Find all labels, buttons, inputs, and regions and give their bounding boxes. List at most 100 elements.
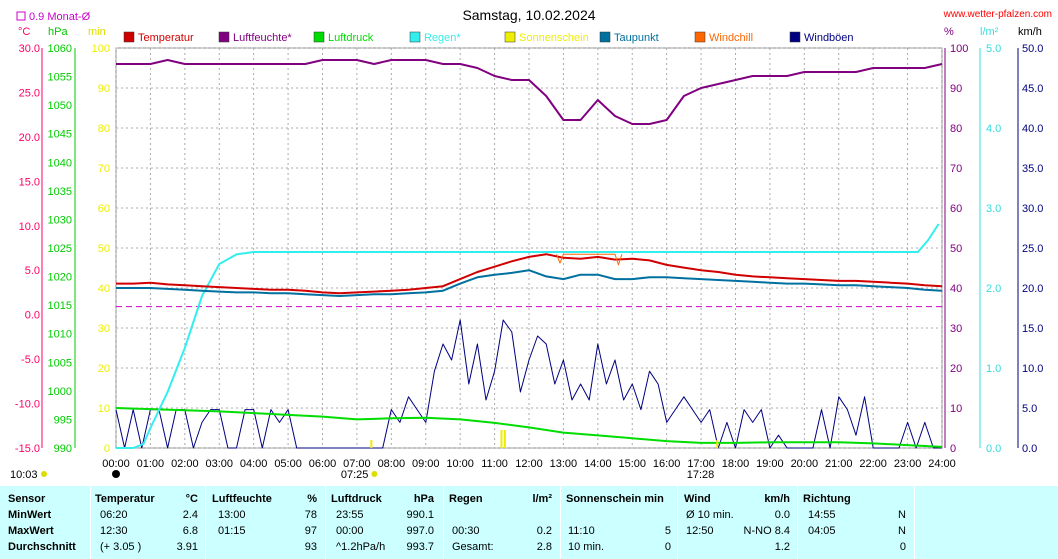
stats-cell: N [898,525,906,537]
legend-swatch [504,31,516,43]
pressure-tick: 1045 [48,129,72,141]
humidity-tick: 40 [950,283,962,295]
sun-tick: 100 [92,43,110,55]
temp-tick: 15.0 [19,176,40,188]
sun-tick: 0 [104,443,110,455]
stats-cell: MaxWert [8,525,54,537]
legend-label: Regen* [424,32,461,44]
stats-cell: 0 [899,541,906,553]
legend-label: Sonnenschein [519,32,589,44]
temp-tick: -15.0 [15,443,40,455]
rain-tick: 1.0 [986,363,1001,375]
x-tick-label: 00:00 [102,458,130,470]
temp-tick: 20.0 [19,132,40,144]
pressure-tick: 1015 [48,300,72,312]
temp-tick: -10.0 [15,399,40,411]
pressure-tick: 1050 [48,100,72,112]
sun-tick: 10 [98,403,110,415]
legend-swatch [694,31,706,43]
monthly-average-label: 0.9 Monat-Ø [29,11,91,23]
x-tick-label: 06:00 [309,458,337,470]
pressure-tick: 1030 [48,214,72,226]
legend-label: Windböen [804,32,854,44]
wind-tick: 10.0 [1022,363,1043,375]
wind-tick: 30.0 [1022,203,1043,215]
stats-cell: 990.1 [406,509,434,521]
chart-labels-layer: Samstag, 10.02.2024 www.wetter-pfalzen.co… [10,7,1052,481]
stats-cell: 14:55 [808,509,836,521]
humidity-tick: 80 [950,123,962,135]
humidity-tick: 60 [950,203,962,215]
stats-cell: 23:55 [336,509,364,521]
wind-tick: 25.0 [1022,243,1043,255]
x-tick-label: 07:00 [343,458,371,470]
sunshine-bar [500,430,503,448]
stats-cell: Temperatur [95,493,155,505]
temp-tick: 10.0 [19,221,40,233]
humidity-tick: 0 [950,443,956,455]
stats-cell: 13:00 [218,509,246,521]
wind-tick: 45.0 [1022,83,1043,95]
stats-cell: % [307,493,317,505]
x-tick-label: 14:00 [584,458,612,470]
pressure-tick: 995 [54,414,72,426]
sun-tick: 20 [98,363,110,375]
stats-cell: Durchschnitt [8,541,76,553]
series-line-taupunkt [116,269,943,297]
x-tick-label: 21:00 [825,458,853,470]
legend-swatch [313,31,325,43]
x-tick-label: 05:00 [274,458,302,470]
series-line-windchill [556,253,623,266]
pressure-tick: 1025 [48,243,72,255]
chart-series-layer [115,59,943,449]
humidity-tick: 50 [950,243,962,255]
temp-tick: -5.0 [21,354,40,366]
stats-cell: 993.7 [406,541,434,553]
stats-cell: 3.91 [176,541,198,553]
x-tick-label: 23:00 [894,458,922,470]
stats-separator [677,486,678,559]
legend-label: Luftdruck [328,32,374,44]
pressure-tick: 1000 [48,386,72,398]
legend-label: Luftfeuchte* [233,32,292,44]
stats-cell: N-NO 8.4 [743,525,790,537]
sunshine-bar [503,430,506,448]
chart-axes-layer: 30.0 25.0 20.0 15.0 10.0 5.0 0.0 -5.0 -10.0 -15.0… [15,43,1044,470]
humidity-tick: 100 [950,43,968,55]
wind-unit-label: km/h [1018,26,1042,38]
stats-cell: MinWert [8,509,52,521]
stats-cell: 1.2 [774,541,790,553]
stats-cell: 10 min. [568,541,605,553]
x-tick-label: 03:00 [205,458,233,470]
stats-cell: km/h [764,493,790,505]
stats-cell: l/m² [532,493,552,505]
x-tick-label: 16:00 [653,458,681,470]
x-tick-label: 12:00 [515,458,543,470]
sun-tick: 80 [98,123,110,135]
rain-unit-label: l/m² [980,26,999,38]
stats-separator [914,486,915,559]
sun-tick: 30 [98,323,110,335]
stats-cell: 997.0 [406,525,434,537]
stats-cell: 2.4 [182,509,198,521]
sunrise-icon [371,471,378,477]
legend-swatch [599,31,611,43]
series-line-windben [115,319,942,449]
stats-separator [205,486,206,559]
daylength-sun-icon [41,471,47,477]
x-tick-label: 19:00 [756,458,784,470]
wind-tick: 50.0 [1022,43,1043,55]
wind-tick: 20.0 [1022,283,1043,295]
stats-cell: Luftdruck [331,493,382,505]
stats-cell: 6.8 [182,525,198,537]
stats-cell: 12:50 [686,525,714,537]
legend-swatch [409,31,421,43]
x-tick-label: 18:00 [722,458,750,470]
pressure-tick: 1060 [48,43,72,55]
stats-cell: 04:05 [808,525,836,537]
pressure-tick: 1040 [48,157,72,169]
x-tick-label: 15:00 [618,458,646,470]
series-line-luftdruck [115,407,943,448]
humidity-unit-label: % [944,26,954,38]
temp-tick: 5.0 [25,265,40,277]
